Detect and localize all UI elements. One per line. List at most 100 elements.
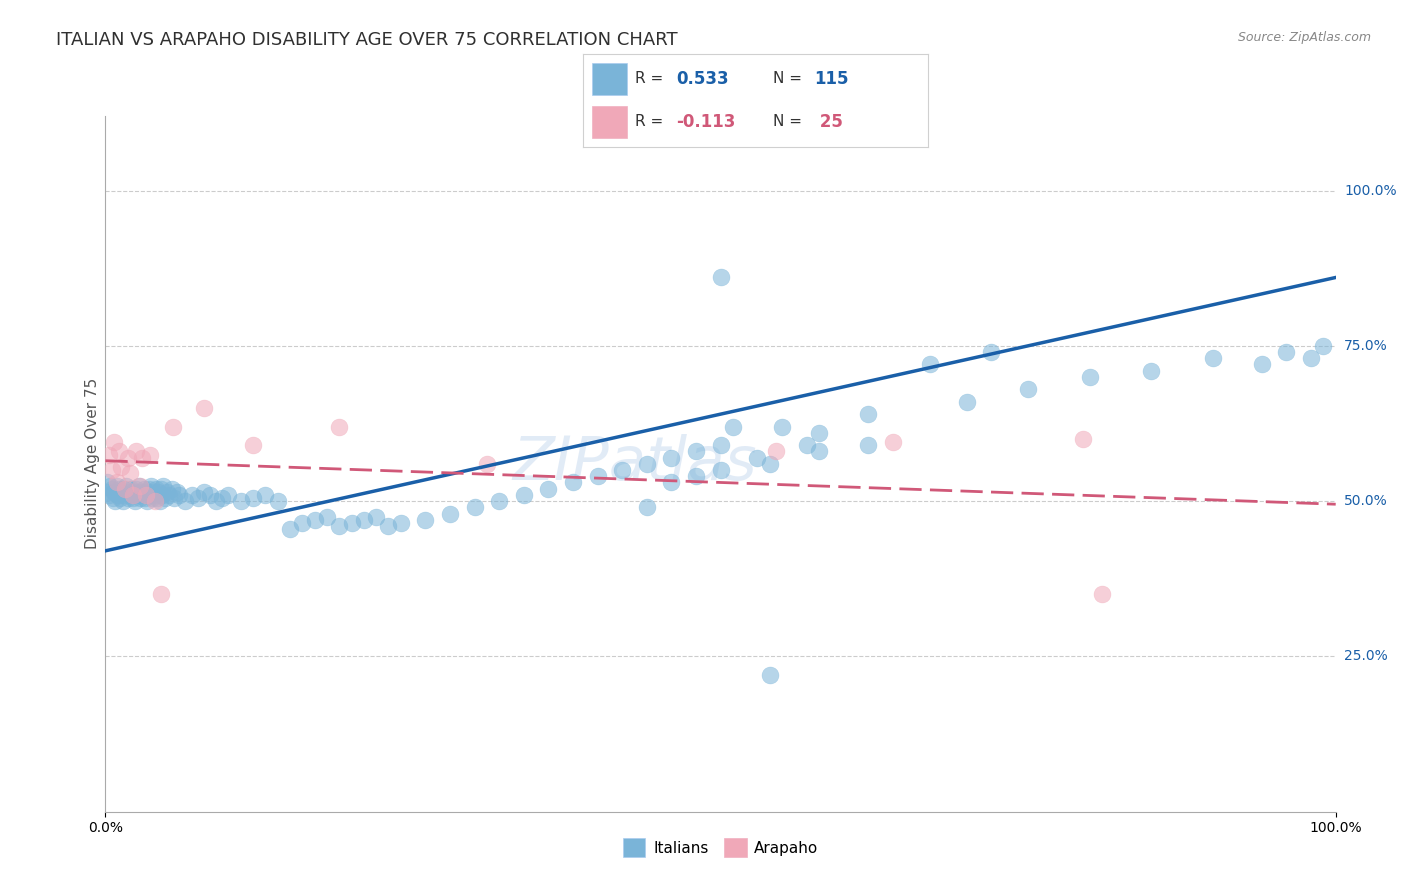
Point (796, 438, 818, 452)
Point (1301, 351, 1323, 366)
Point (111, 494, 134, 508)
Point (134, 491, 156, 505)
Point (160, 482, 183, 496)
Point (135, 484, 157, 499)
Point (131, 450, 153, 465)
Point (108, 444, 131, 458)
Point (661, 475, 683, 490)
Point (980, 345, 1002, 359)
Point (148, 484, 170, 499)
Point (108, 482, 131, 496)
Point (770, 419, 793, 434)
Point (229, 494, 252, 508)
Point (120, 482, 142, 496)
Point (152, 478, 174, 492)
Point (765, 444, 787, 458)
Point (636, 457, 658, 471)
Point (366, 509, 388, 524)
Point (278, 522, 301, 536)
Point (124, 494, 146, 508)
Point (128, 478, 150, 492)
Point (117, 491, 139, 505)
Y-axis label: Disability Age Over 75: Disability Age Over 75 (84, 378, 100, 549)
Point (107, 488, 129, 502)
Point (211, 491, 233, 505)
Point (328, 519, 350, 533)
Point (882, 435, 904, 450)
Point (1275, 345, 1298, 359)
Point (488, 494, 510, 508)
Text: R =: R = (636, 71, 664, 87)
Point (353, 513, 375, 527)
Point (143, 494, 166, 508)
Point (562, 475, 585, 490)
Point (586, 469, 609, 483)
Point (145, 482, 167, 496)
Point (98, 488, 121, 502)
Point (122, 484, 145, 499)
Point (96, 475, 118, 490)
Point (315, 509, 337, 524)
Point (149, 587, 172, 601)
Text: R =: R = (636, 114, 664, 129)
Point (135, 488, 157, 502)
Point (120, 466, 141, 480)
Point (136, 494, 159, 508)
Point (1251, 358, 1274, 372)
Text: 75.0%: 75.0% (1344, 339, 1388, 353)
Point (610, 463, 633, 477)
Point (685, 469, 707, 483)
Point (1312, 339, 1334, 353)
Text: 115: 115 (814, 70, 849, 87)
Point (153, 491, 176, 505)
Point (129, 491, 152, 505)
Point (125, 482, 148, 496)
Text: -0.113: -0.113 (676, 113, 735, 131)
Point (110, 484, 132, 499)
Point (103, 484, 125, 499)
Point (159, 488, 180, 502)
Point (513, 488, 536, 502)
Point (1140, 364, 1163, 378)
Point (205, 494, 228, 508)
Point (100, 463, 122, 477)
Point (807, 444, 830, 458)
Point (475, 457, 498, 471)
Text: 25: 25 (814, 113, 844, 131)
Point (254, 488, 277, 502)
Text: Source: ZipAtlas.com: Source: ZipAtlas.com (1237, 31, 1371, 45)
Point (103, 435, 125, 450)
Point (858, 407, 880, 421)
Point (1078, 369, 1101, 384)
Point (138, 448, 162, 462)
Point (759, 668, 782, 682)
Point (117, 450, 139, 465)
Point (105, 475, 128, 490)
Point (162, 419, 184, 434)
Point (858, 438, 880, 452)
Point (100, 482, 122, 496)
Point (710, 438, 733, 452)
Point (138, 482, 160, 496)
Text: 100.0%: 100.0% (1344, 184, 1396, 197)
Point (105, 478, 128, 492)
Point (156, 484, 179, 499)
Point (291, 516, 314, 530)
Point (104, 494, 127, 508)
Point (149, 482, 172, 496)
Point (1073, 432, 1095, 446)
Point (807, 425, 830, 440)
Point (129, 484, 152, 499)
Point (187, 491, 209, 505)
Point (101, 491, 124, 505)
Point (150, 488, 173, 502)
Point (328, 419, 350, 434)
Point (439, 507, 461, 521)
Point (115, 478, 138, 492)
Point (149, 494, 172, 508)
Point (180, 488, 202, 502)
Point (127, 488, 149, 502)
Point (636, 500, 658, 515)
Point (125, 444, 148, 458)
Text: ZIPatlas: ZIPatlas (512, 434, 756, 493)
